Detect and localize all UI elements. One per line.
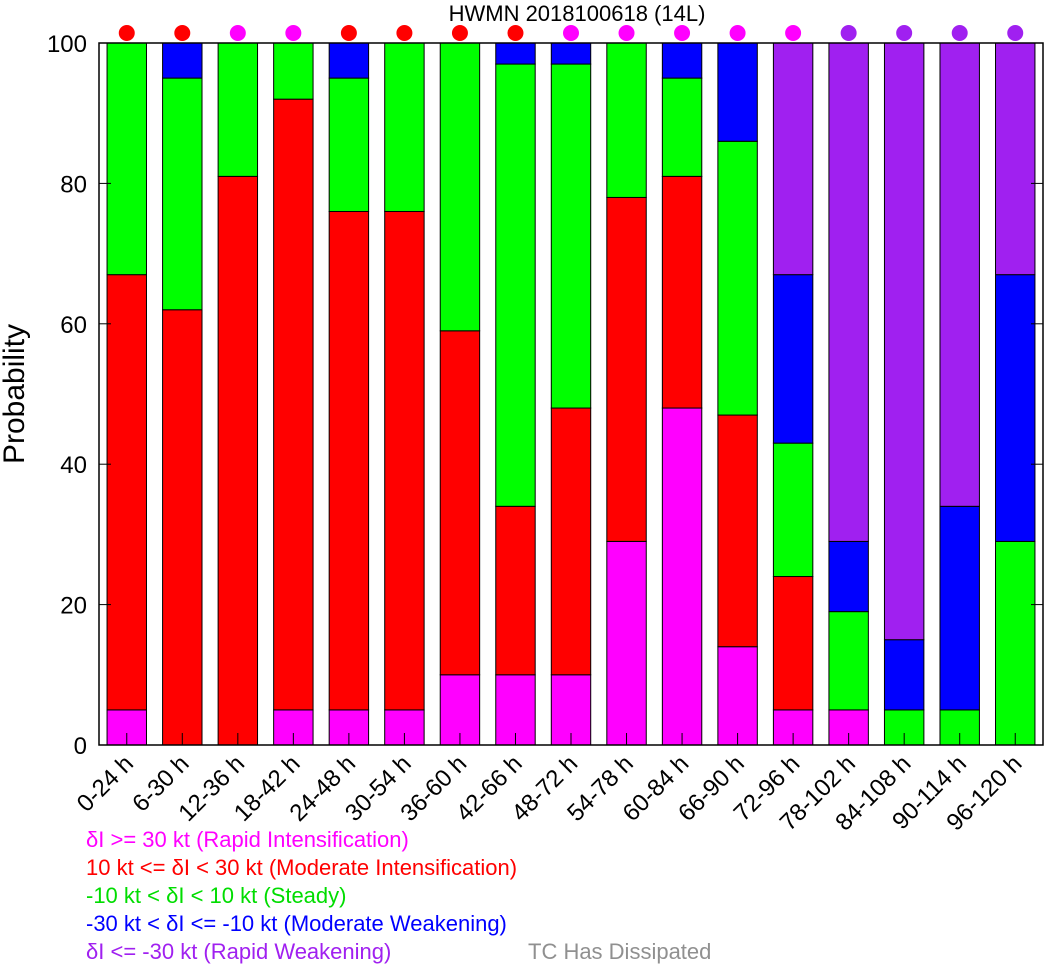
bar-segment-st-3 [273, 42, 314, 100]
bar-segment-mw-7 [495, 42, 536, 65]
bar-segment-mw-4 [328, 42, 370, 79]
status-dot-15 [951, 25, 968, 41]
bar-segment-mi-10 [661, 175, 703, 409]
bar-segment-mw-14 [883, 639, 925, 711]
bar-segment-mw-1 [162, 42, 203, 79]
bar-segment-rw-12 [772, 42, 814, 276]
bar-segment-rw-16 [995, 42, 1036, 276]
bar-segment-mi-9 [606, 196, 647, 542]
legend-item-rapid-intensification: δI >= 30 kt (Rapid Intensification) [86, 827, 409, 852]
bar-segment-ri-9 [606, 540, 647, 746]
status-dot-1 [174, 25, 191, 41]
bar-segment-mw-15 [939, 505, 980, 711]
bar-segment-mw-13 [828, 540, 869, 613]
chart-title: HWMN 2018100618 (14L) [449, 1, 706, 26]
status-dot-16 [1007, 25, 1024, 41]
bar-segment-mi-0 [106, 274, 147, 711]
legend-item-moderate-intensification: 10 kt <= δI < 30 kt (Moderate Intensific… [86, 855, 518, 880]
legend: δI >= 30 kt (Rapid Intensification) 10 k… [86, 826, 711, 966]
bar-segment-rw-13 [828, 42, 869, 542]
bar-segment-mi-1 [162, 309, 203, 746]
bar-segment-mi-2 [217, 175, 259, 746]
bar-segment-st-0 [106, 42, 147, 276]
bar-segment-st-1 [162, 77, 203, 311]
bar-segment-st-10 [661, 77, 703, 177]
bar-segment-st-4 [328, 77, 370, 212]
status-dot-8 [563, 25, 579, 41]
bar-segment-mw-16 [995, 274, 1036, 542]
bar-segment-st-9 [606, 42, 647, 198]
status-dot-2 [229, 25, 246, 41]
bar-segment-st-5 [384, 42, 425, 212]
y-tick-label-3: 60 [60, 312, 87, 339]
y-tick-label-0: 0 [74, 733, 87, 760]
status-dot-7 [507, 25, 524, 41]
bar-segment-mi-5 [384, 210, 425, 711]
status-dot-6 [451, 25, 468, 41]
y-tick-label-1: 20 [60, 593, 87, 620]
y-axis-label: Probability [0, 324, 31, 464]
status-dots-group [118, 25, 1024, 41]
bar-segment-mi-3 [273, 98, 314, 711]
status-dot-10 [674, 25, 691, 41]
y-tick-label-4: 80 [60, 171, 87, 198]
bar-segment-mw-10 [661, 42, 703, 79]
status-dot-9 [618, 25, 635, 41]
bar-segment-st-12 [772, 442, 814, 578]
status-dot-13 [840, 25, 857, 41]
legend-item-rapid-weakening: δI <= -30 kt (Rapid Weakening) [86, 939, 392, 964]
bar-segment-mi-4 [328, 210, 370, 711]
bar-segment-st-2 [217, 42, 259, 177]
bar-segment-ri-10 [661, 407, 703, 746]
bar-segment-st-16 [995, 540, 1036, 746]
status-dot-0 [118, 25, 135, 41]
bar-segment-mi-8 [550, 407, 592, 676]
bar-segment-mi-7 [495, 505, 536, 676]
y-tick-label-5: 100 [47, 31, 87, 58]
status-dot-4 [340, 25, 357, 41]
bar-segment-st-13 [828, 611, 869, 711]
bar-segment-ri-11 [717, 646, 758, 746]
legend-item-moderate-weakening: -30 kt < δI <= -10 kt (Moderate Weakenin… [86, 911, 507, 936]
bar-segment-st-7 [495, 63, 536, 507]
bar-segment-rw-15 [939, 42, 980, 507]
status-dot-12 [785, 25, 802, 41]
bar-segment-mw-11 [717, 42, 758, 142]
status-dot-11 [729, 25, 746, 41]
bar-segment-mi-11 [717, 414, 758, 648]
bar-segment-st-6 [439, 42, 481, 332]
bar-segment-mw-8 [550, 42, 592, 65]
bar-segment-st-8 [550, 63, 592, 409]
bar-segment-st-11 [717, 140, 758, 416]
status-dot-14 [896, 25, 913, 41]
status-dot-3 [285, 25, 302, 41]
plot-frame [98, 42, 1044, 746]
bar-segment-mw-12 [772, 274, 814, 444]
bar-segment-mi-12 [772, 576, 814, 711]
legend-item-tc-dissipated: TC Has Dissipated [528, 939, 712, 964]
bars-group [106, 42, 1036, 746]
y-tick-label-2: 40 [60, 452, 87, 479]
status-dot-5 [396, 25, 413, 41]
bar-segment-mi-6 [439, 330, 481, 676]
legend-item-steady: -10 kt < δI < 10 kt (Steady) [86, 883, 347, 908]
bar-segment-rw-14 [883, 42, 925, 641]
x-tick-label-0: 0-24 h [72, 750, 139, 817]
